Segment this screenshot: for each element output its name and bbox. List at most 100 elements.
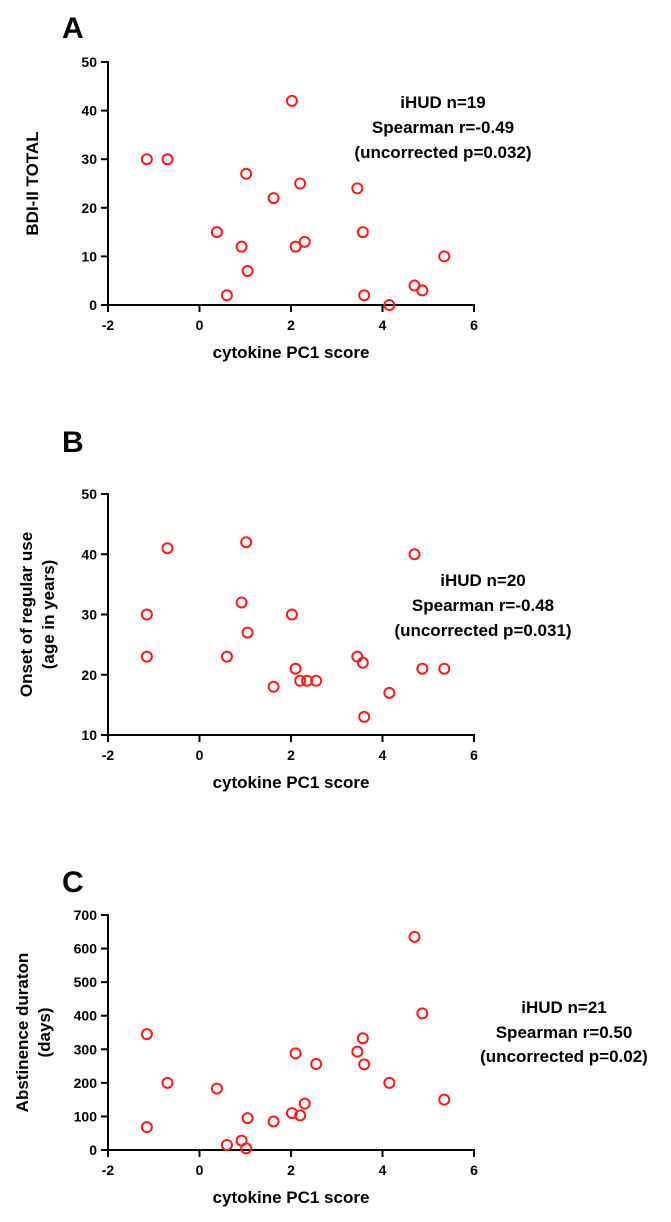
y-tick-label: 0 (89, 1142, 97, 1158)
data-point (140, 1028, 153, 1041)
data-point (416, 284, 429, 297)
panel-letter: B (62, 426, 84, 459)
data-point (298, 235, 311, 248)
data-point (356, 226, 369, 239)
data-point (383, 686, 396, 699)
y-tick-label: 0 (89, 297, 97, 313)
y-tick-label: 500 (74, 974, 98, 990)
data-point (241, 264, 254, 277)
y-tick-label: 700 (74, 907, 98, 923)
x-tick-label: 2 (287, 317, 295, 333)
x-axis-title: cytokine PC1 score (213, 343, 370, 362)
y-axis-title-line: BDI-II TOTAL (23, 131, 42, 235)
data-point (220, 1138, 233, 1151)
stats-annotation-line: (uncorrected p=0.02) (480, 1047, 648, 1066)
data-point (289, 1047, 302, 1060)
y-tick-label: 50 (81, 486, 97, 502)
data-point (310, 1058, 323, 1071)
panel-a: A -2 0 2 4 6 0 10 20 30 40 50 cytokine PC1 score BDI-… (23, 12, 532, 362)
y-axis-title-line: (days) (35, 1007, 54, 1057)
y-tick-label: 10 (81, 727, 97, 743)
x-tick-label: 6 (470, 1162, 478, 1178)
x-tick-label: 0 (196, 747, 204, 763)
data-point (356, 656, 369, 669)
data-point (351, 182, 364, 195)
x-tick-label: -2 (102, 1162, 115, 1178)
panel-letter: C (62, 866, 84, 899)
y-axis-title: Abstinence duraton (days) (13, 953, 54, 1113)
y-tick-label: 300 (74, 1041, 98, 1057)
data-point (294, 1109, 307, 1122)
x-tick-label: 4 (379, 317, 387, 333)
data-point (240, 167, 253, 180)
y-tick-label: 30 (81, 607, 97, 623)
y-tick-label: 20 (81, 667, 97, 683)
y-tick-label: 40 (81, 546, 97, 562)
data-point (285, 94, 298, 107)
data-point (383, 299, 396, 311)
y-axis-title-line: (age in years) (39, 560, 58, 670)
panel-b: B -2 0 2 4 6 10 20 30 40 50 cytokine PC1 score Onset… (17, 426, 572, 792)
data-point (267, 680, 280, 693)
data-point (383, 1076, 396, 1089)
data-point (294, 674, 307, 687)
data-point (235, 240, 248, 253)
data-point (140, 1121, 153, 1134)
data-point (140, 608, 153, 621)
data-point (161, 542, 174, 555)
data-point (241, 626, 254, 639)
data-point (358, 1058, 371, 1071)
panel-c: C -2 0 2 4 6 0 100 200 300 400 500 600 700 cytokine PC… (13, 866, 648, 1207)
y-axis-title-line: Abstinence duraton (13, 953, 32, 1113)
data-point (210, 1082, 223, 1095)
y-tick-label: 50 (81, 54, 97, 70)
y-tick-label: 20 (81, 200, 97, 216)
data-point (351, 1045, 364, 1058)
data-point (408, 548, 421, 561)
data-point (140, 650, 153, 663)
y-tick-label: 200 (74, 1075, 98, 1091)
data-point (438, 250, 451, 263)
y-tick-label: 30 (81, 151, 97, 167)
data-point (358, 710, 371, 723)
stats-annotation-line: iHUD n=21 (521, 998, 607, 1017)
stats-annotation-line: iHUD n=20 (440, 571, 526, 590)
data-point (267, 1115, 280, 1128)
data-point (235, 596, 248, 609)
stats-annotation-line: Spearman r=-0.49 (372, 118, 514, 137)
x-tick-label: 6 (470, 317, 478, 333)
stats-annotation-line: (uncorrected p=0.031) (394, 621, 571, 640)
data-point (220, 650, 233, 663)
x-tick-label: 0 (196, 317, 204, 333)
x-axis-title: cytokine PC1 score (213, 1188, 370, 1207)
y-tick-label: 10 (81, 248, 97, 264)
x-tick-label: 4 (379, 747, 387, 763)
stats-annotation-line: Spearman r=0.50 (496, 1023, 633, 1042)
data-point (241, 1112, 254, 1125)
data-point (438, 662, 451, 675)
x-tick-label: 0 (196, 1162, 204, 1178)
data-point (416, 662, 429, 675)
x-tick-label: 2 (287, 1162, 295, 1178)
x-axis-title: cytokine PC1 score (213, 773, 370, 792)
stats-annotation-line: (uncorrected p=0.032) (354, 143, 531, 162)
y-tick-label: 600 (74, 941, 98, 957)
data-point (161, 153, 174, 166)
data-point (140, 153, 153, 166)
y-axis-title-line: Onset of regular use (17, 532, 36, 697)
data-point (240, 536, 253, 549)
data-point (161, 1076, 174, 1089)
data-point (310, 674, 323, 687)
y-tick-label: 100 (74, 1108, 98, 1124)
data-point (358, 289, 371, 302)
data-point (416, 1007, 429, 1020)
x-tick-label: 4 (379, 1162, 387, 1178)
data-point (240, 1142, 253, 1155)
data-point (289, 662, 302, 675)
y-axis-title: Onset of regular use (age in years) (17, 532, 58, 697)
data-point (408, 930, 421, 943)
stats-annotation-line: Spearman r=-0.48 (412, 596, 554, 615)
data-point (438, 1093, 451, 1106)
data-point (210, 226, 223, 239)
